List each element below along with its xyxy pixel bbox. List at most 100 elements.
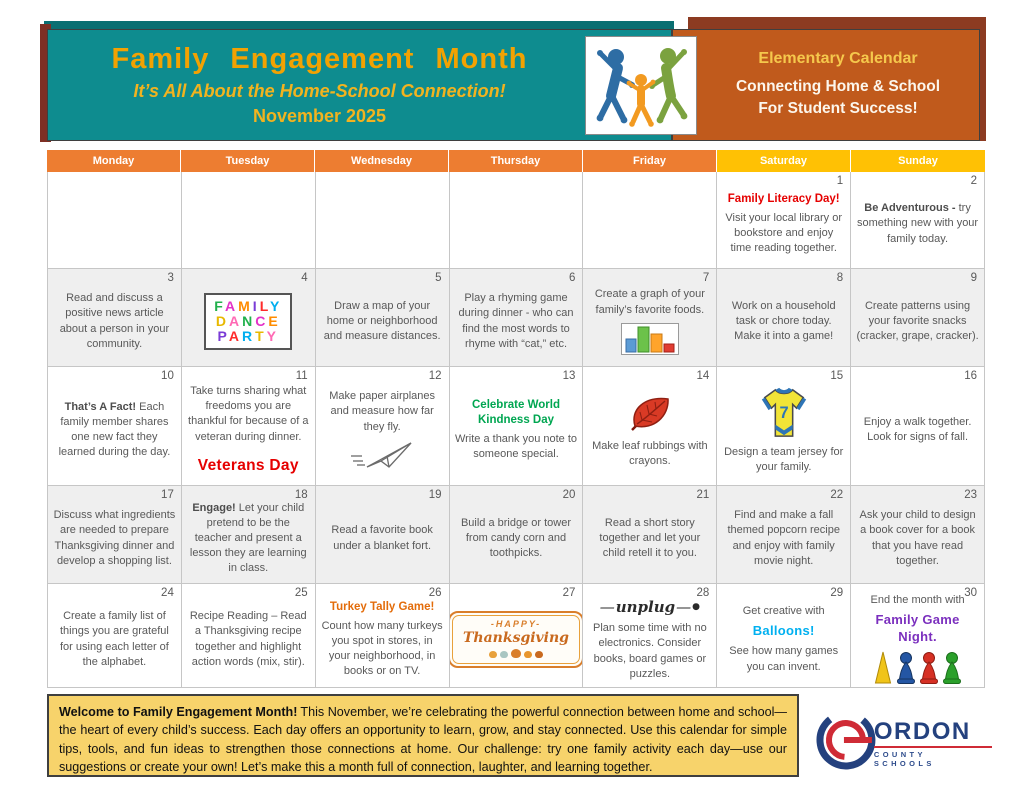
day-cell-9: 9 Create patterns using your favorite sna… xyxy=(851,269,985,367)
activity-text: That’s A Fact! Each family member shares… xyxy=(58,400,171,459)
day-number: 9 xyxy=(970,272,977,284)
activity-text: Recipe Reading – Read a Thanksgiving rec… xyxy=(189,610,307,668)
family-clipart-image xyxy=(585,36,697,135)
activity-text: Make leaf rubbings with crayons. xyxy=(592,439,708,467)
day-number: 18 xyxy=(294,489,308,501)
day-number: 6 xyxy=(569,272,576,284)
day-cell-10: 10 That’s A Fact! Each family member shar… xyxy=(48,367,182,486)
day-cell-14: 14 Make leaf rubbings with crayons. xyxy=(583,367,718,486)
weekday-sunday: Sunday xyxy=(851,150,985,172)
header-accent-maroon-left xyxy=(40,24,51,142)
activity-text: Write a thank you note to someone specia… xyxy=(454,432,578,460)
day-cell-7: 7 Create a graph of your family’s favorit… xyxy=(583,269,718,367)
weekday-row: Monday Tuesday Wednesday Thursday Friday Satu… xyxy=(47,150,985,172)
activity-text: Take turns sharing what freedoms you are… xyxy=(188,385,309,443)
day-number: 11 xyxy=(295,370,308,382)
welcome-note-text: This November, we’re celebrating the pow… xyxy=(59,705,787,774)
jersey-icon: 7 xyxy=(756,386,812,440)
day-cell-3: 3 Read and discuss a positive news articl… xyxy=(48,269,182,367)
activity-text: Read and discuss a positive news article… xyxy=(59,292,170,350)
day-number: 7 xyxy=(702,272,710,284)
activity-text: Plan some time with no electronics. Cons… xyxy=(592,622,707,680)
activity-text: Engage! Let your child pretend to be the… xyxy=(189,501,307,575)
day-cell-6: 6 Play a rhyming game during dinner - who… xyxy=(449,269,584,367)
activity-text: See how many games you can invent. xyxy=(729,645,839,673)
day-cell-1: 1 Family Literacy Day! Visit your local li… xyxy=(717,172,852,269)
weekday-saturday: Saturday xyxy=(717,150,851,172)
page-subtitle: It’s All About the Home-School Connectio… xyxy=(133,80,506,101)
activity-text: Build a bridge or tower from candy corn … xyxy=(460,516,572,560)
activity-text: Work on a household task or chore today.… xyxy=(731,299,836,343)
day-cell-empty xyxy=(583,172,718,269)
day-number: 13 xyxy=(562,370,576,382)
day-cell-18: 18 Engage! Let your child pretend to be t… xyxy=(181,486,316,584)
day-number: 19 xyxy=(428,489,442,501)
leaf-icon xyxy=(626,392,674,434)
day-number: 29 xyxy=(830,587,844,599)
day-number: 22 xyxy=(830,489,844,501)
day-cell-8: 8 Work on a household task or chore today… xyxy=(717,269,852,367)
badge-line2: For Student Success! xyxy=(758,100,918,117)
day-cell-5: 5 Draw a map of your home or neighborhood… xyxy=(315,269,450,367)
svg-text:7: 7 xyxy=(779,404,788,422)
day-number: 21 xyxy=(696,489,710,501)
activity-text: Count how many turkeys you spot in store… xyxy=(321,619,443,678)
activity-text: Find and make a fall themed popcorn reci… xyxy=(727,509,840,567)
day-number: 2 xyxy=(970,175,977,187)
welcome-note-lead: Welcome to Family Engagement Month! xyxy=(59,705,298,719)
weekday-wednesday: Wednesday xyxy=(315,150,449,172)
event-heading: Turkey Tally Game! xyxy=(329,600,435,613)
day-number: 5 xyxy=(435,272,442,284)
paper-airplane-icon xyxy=(349,440,415,470)
day-cell-15: 15 7 Design a team jersey for your family. xyxy=(717,367,852,486)
day-number: 1 xyxy=(836,175,844,187)
unplug-icon: — unplug — ● xyxy=(599,598,700,617)
day-cell-13: 13 Celebrate World Kindness Day Write a th… xyxy=(449,367,584,486)
logo-g-icon xyxy=(816,710,876,770)
day-cell-19: 19 Read a favorite book under a blanket f… xyxy=(315,486,450,584)
day-number: 26 xyxy=(428,587,442,599)
day-number: 15 xyxy=(830,370,844,382)
event-heading: Family Game Night. xyxy=(875,611,960,644)
day-cell-30: 30 End the month with Family Game Night. xyxy=(851,584,985,688)
day-number: 28 xyxy=(696,587,710,599)
day-cell-26: 26 Turkey Tally Game! Count how many turke… xyxy=(315,584,450,688)
event-heading: Family Literacy Day! xyxy=(727,192,840,205)
activity-text: End the month with xyxy=(870,593,965,606)
day-number: 20 xyxy=(562,489,576,501)
day-number: 23 xyxy=(964,489,977,501)
logo-text: ORDON COUNTY SCHOOLS xyxy=(873,719,992,769)
logo-rule xyxy=(873,745,992,749)
weekday-monday: Monday xyxy=(47,150,181,172)
activity-text: Create patterns using your favorite snac… xyxy=(856,299,979,343)
activity-text: Draw a map of your home or neighborhood … xyxy=(323,299,441,343)
day-cell-4: 4 FAMILY DANCE PARTY xyxy=(181,269,316,367)
activity-text: Ask your child to design a book cover fo… xyxy=(859,509,976,567)
event-heading: Balloons! xyxy=(752,623,815,639)
family-dance-party-icon: FAMILY DANCE PARTY xyxy=(204,293,293,350)
month-label: November 2025 xyxy=(252,105,387,126)
day-cell-2: 2 Be Adventurous - try something new with… xyxy=(851,172,985,269)
day-number: 16 xyxy=(964,370,977,382)
page-title: Family Engagement Month xyxy=(111,43,528,76)
event-heading: Veterans Day xyxy=(197,456,299,474)
day-cell-25: 25 Recipe Reading – Read a Thanksgiving r… xyxy=(181,584,316,688)
calendar-grid: 1 Family Literacy Day! Visit your local li… xyxy=(47,172,985,688)
activity-text: Create a family list of things you are g… xyxy=(59,610,169,668)
activity-text: Read a favorite book under a blanket for… xyxy=(331,524,433,552)
activity-text: Get creative with xyxy=(742,605,825,618)
activity-text: Read a short story together and let your… xyxy=(599,516,701,560)
gordon-county-schools-logo: ORDON COUNTY SCHOOLS xyxy=(812,700,992,778)
day-number: 25 xyxy=(294,587,308,599)
game-pawns-icon xyxy=(872,650,964,685)
header-title-panel: Family Engagement Month It’s All About t… xyxy=(47,29,672,141)
activity-text: Create a graph of your family’s favorite… xyxy=(594,288,705,316)
event-heading: Celebrate World Kindness Day xyxy=(472,398,560,426)
logo-subtitle: COUNTY SCHOOLS xyxy=(873,750,935,769)
thanksgiving-badge-icon: -HAPPY- Thanksgiving xyxy=(449,611,583,668)
activity-text: Enjoy a walk together. Look for signs of… xyxy=(863,415,972,443)
day-number: 17 xyxy=(161,489,174,501)
badge-title: Elementary Calendar xyxy=(758,49,918,67)
welcome-note: Welcome to Family Engagement Month! This … xyxy=(47,694,799,777)
